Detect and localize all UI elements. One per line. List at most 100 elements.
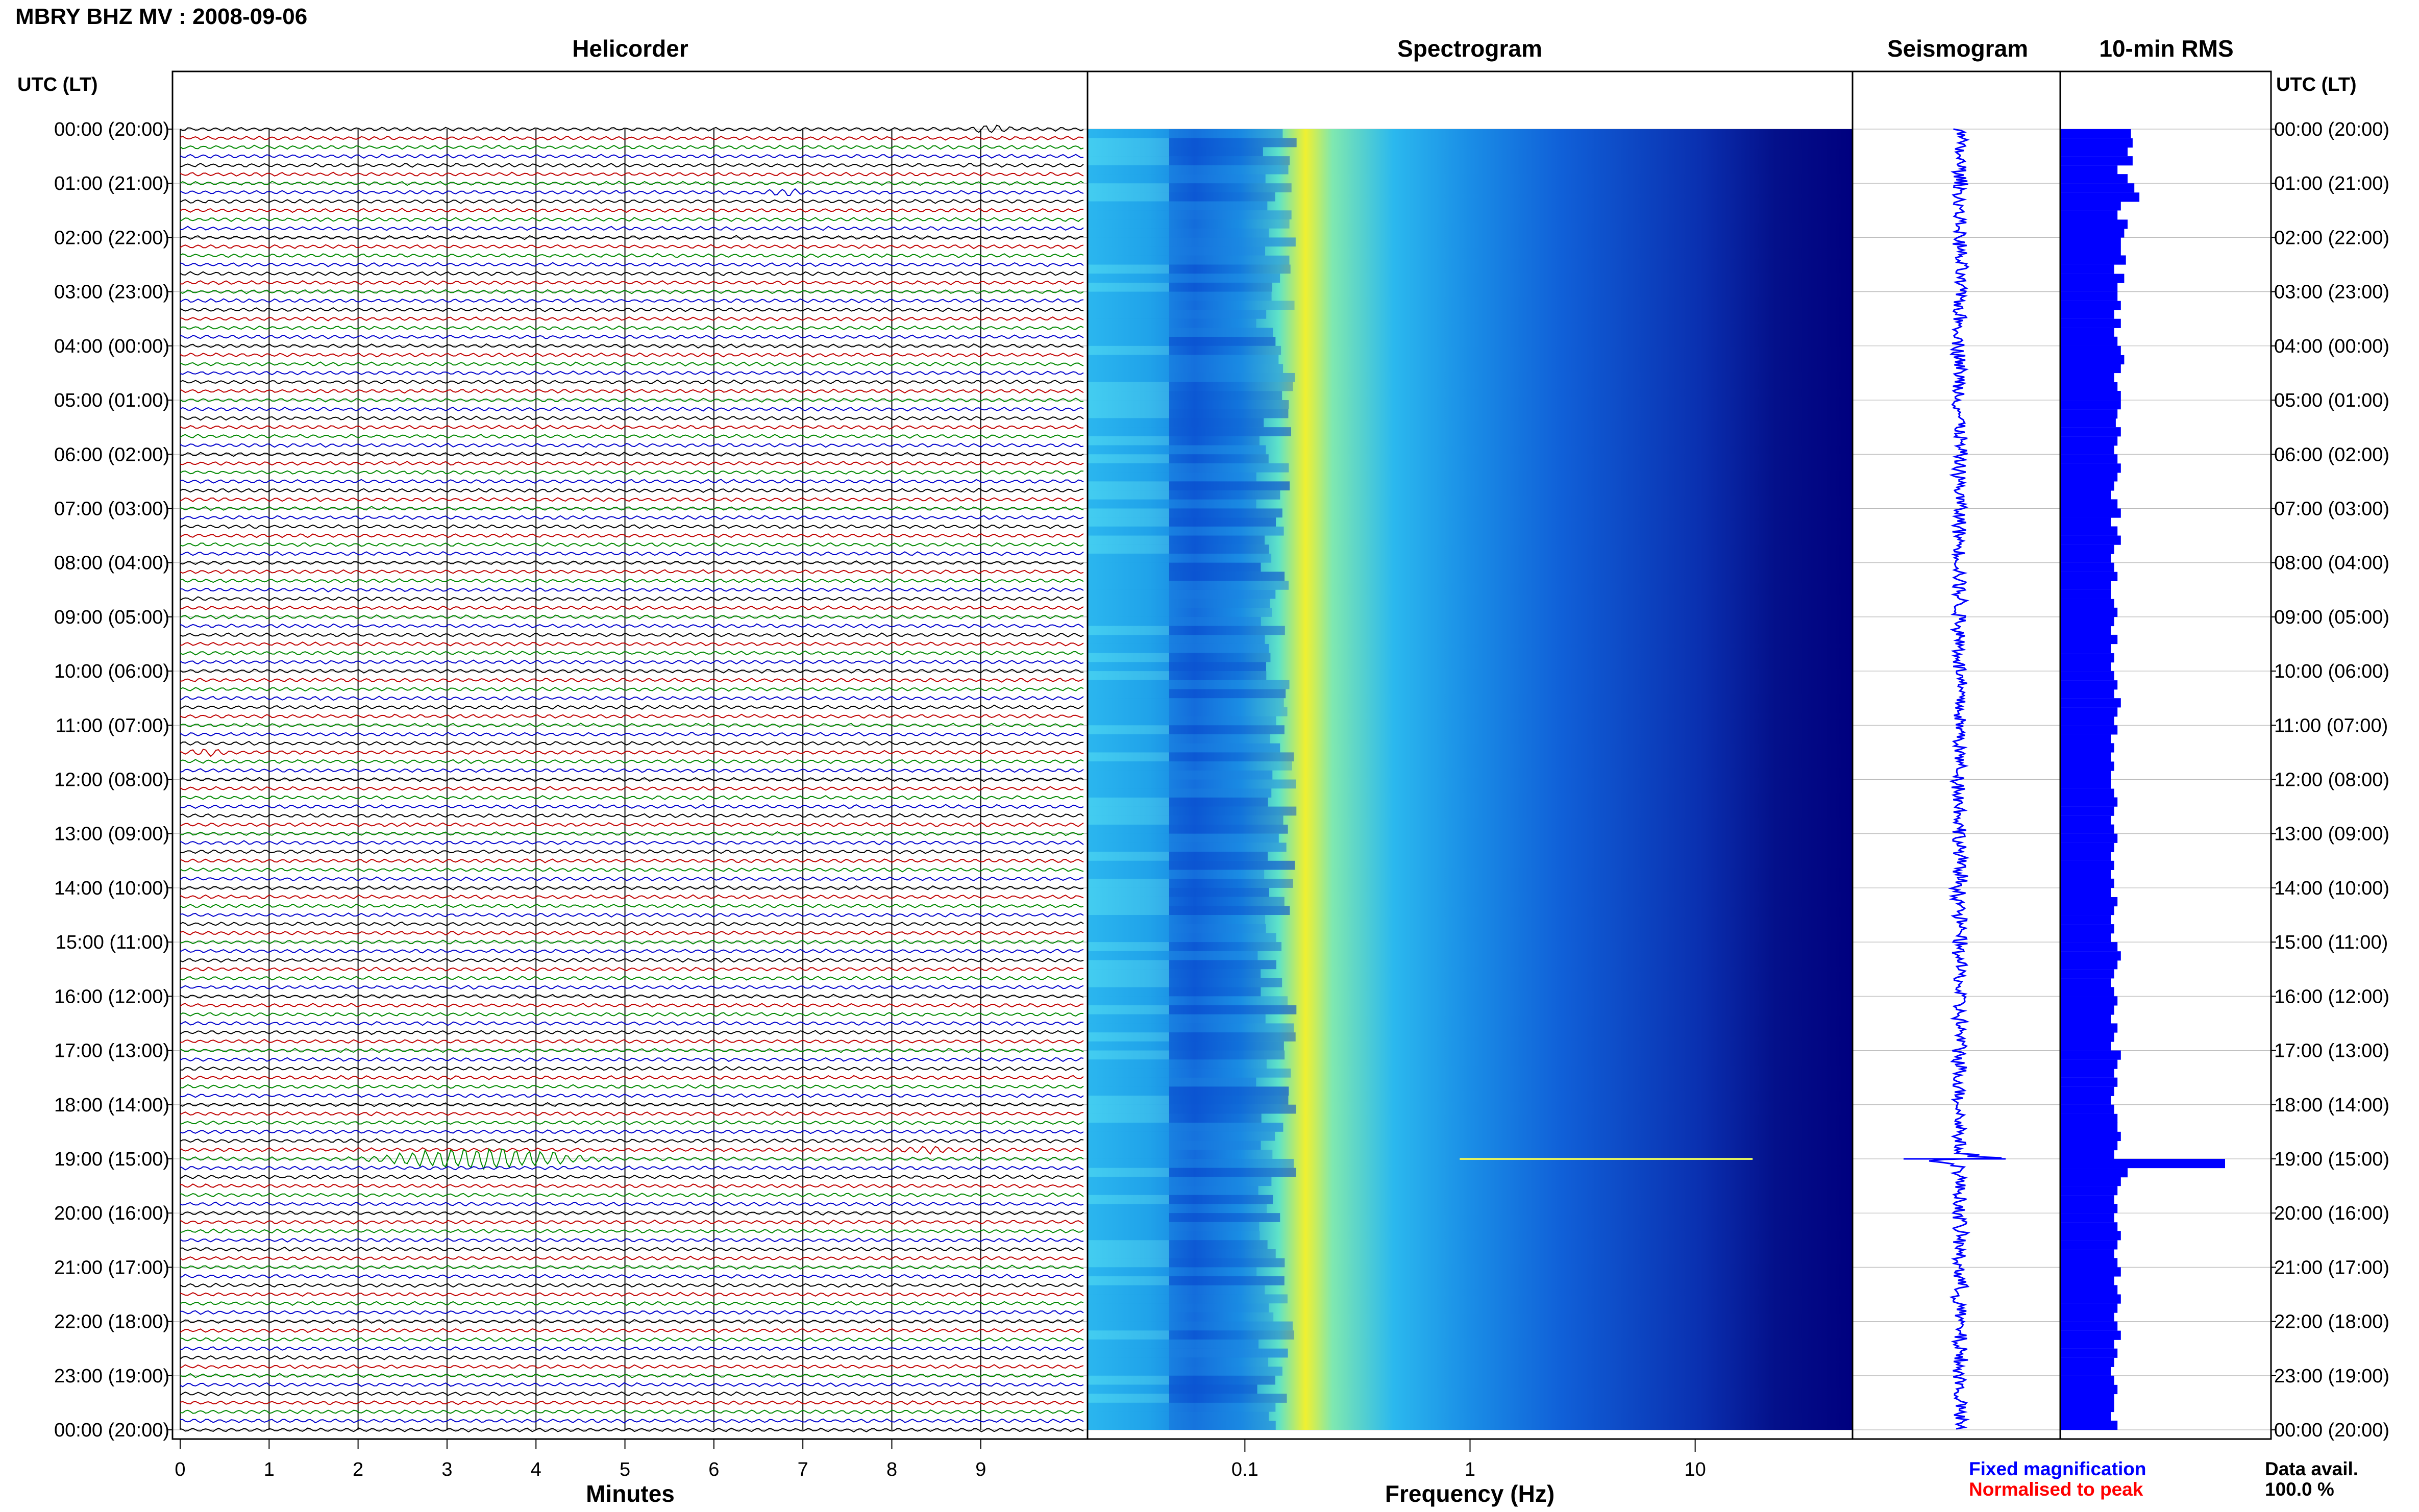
- rms-bar: [2060, 1005, 2114, 1015]
- spectrogram-band: [1088, 364, 1169, 373]
- rms-bar: [2060, 698, 2121, 708]
- helicorder-trace: [180, 334, 1084, 340]
- rms-bar: [2060, 572, 2118, 581]
- spectrogram-band: [1169, 328, 1273, 337]
- helicorder-trace: [180, 406, 1084, 412]
- helicorder-trace: [180, 1219, 1084, 1225]
- helicorder-trace: [180, 316, 1084, 321]
- spectrogram-band: [1169, 210, 1292, 220]
- frequency-tick-label: 1: [1465, 1459, 1475, 1480]
- rms-bar: [2060, 562, 2114, 572]
- rms-bar: [2060, 1348, 2118, 1358]
- helicorder-trace: [180, 361, 1084, 367]
- spectrogram-band: [1169, 1303, 1269, 1312]
- spectrogram-band: [1088, 301, 1169, 310]
- helicorder-trace: [180, 262, 1084, 267]
- rms-bar: [2060, 779, 2111, 789]
- spectrogram-band: [1088, 770, 1169, 780]
- spectrogram-band: [1169, 481, 1290, 491]
- rms-bar: [2060, 716, 2114, 726]
- spectrogram-band: [1169, 1177, 1272, 1186]
- spectrogram-band: [1088, 1231, 1169, 1241]
- spectrogram-band: [1088, 806, 1169, 816]
- time-label-right: 10:00 (06:00): [2274, 661, 2389, 682]
- spectrogram-band: [1169, 933, 1276, 943]
- rms-bar: [2060, 942, 2118, 952]
- helicorder-trace: [180, 894, 1084, 900]
- spectrogram-band: [1169, 282, 1272, 292]
- spectrogram-band: [1088, 1339, 1169, 1349]
- spectrogram-band: [1088, 1321, 1169, 1331]
- rms-title: 10-min RMS: [2099, 35, 2234, 62]
- time-label-right: 19:00 (15:00): [2274, 1149, 2389, 1170]
- helicorder-trace: [180, 849, 1084, 855]
- seismogram-layer: [1904, 128, 2006, 1430]
- spectrogram-band: [1088, 1285, 1169, 1295]
- time-label-right: 07:00 (03:00): [2274, 498, 2389, 519]
- spectrogram-band: [1088, 1059, 1169, 1069]
- helicorder-trace: [180, 804, 1084, 809]
- helicorder-trace: [180, 1427, 1084, 1433]
- time-label-left: 03:00 (23:00): [54, 282, 169, 303]
- helicorder-trace: [180, 759, 1084, 764]
- spectrogram-band: [1088, 409, 1169, 418]
- time-label-right: 05:00 (01:00): [2274, 390, 2389, 411]
- rms-bar: [2060, 734, 2111, 744]
- spectrogram-band: [1169, 924, 1266, 933]
- helicorder-trace: [180, 424, 1084, 430]
- rms-bar: [2060, 1249, 2114, 1259]
- helicorder-trace: [180, 216, 1084, 222]
- spectrogram-band: [1088, 996, 1169, 1006]
- spectrogram-band: [1088, 210, 1169, 220]
- minute-tick-label: 9: [975, 1459, 986, 1480]
- rms-bar: [2060, 345, 2121, 356]
- spectrogram-band: [1169, 1150, 1273, 1159]
- rms-bar: [2060, 616, 2114, 627]
- helicorder-trace: [180, 1012, 1084, 1017]
- spectrogram-band: [1088, 1023, 1169, 1033]
- helicorder-trace: [180, 1201, 1084, 1207]
- time-label-left: 08:00 (04:00): [54, 553, 169, 574]
- spectrogram-band: [1169, 572, 1285, 581]
- spectrogram-band: [1088, 481, 1169, 491]
- spectrogram-band: [1169, 409, 1289, 418]
- frequency-tick-label: 10: [1685, 1459, 1706, 1480]
- minute-tick-label: 6: [708, 1459, 719, 1480]
- spectrogram-band: [1169, 1041, 1284, 1051]
- minute-tick-label: 1: [264, 1459, 275, 1480]
- spectrogram-band: [1169, 526, 1284, 536]
- spectrogram-band: [1088, 183, 1169, 192]
- rms-bar: [2060, 228, 2125, 238]
- time-label-left: 17:00 (13:00): [54, 1040, 169, 1062]
- rms-bar: [2060, 1231, 2121, 1241]
- spectrogram-band: [1169, 1023, 1294, 1033]
- spectrogram-band: [1169, 581, 1289, 590]
- helicorder-trace: [180, 1183, 1084, 1189]
- rms-bar: [2060, 282, 2118, 292]
- rms-bar: [2060, 905, 2114, 915]
- spectrogram-band: [1169, 1158, 1294, 1168]
- spectrogram-band: [1169, 318, 1256, 328]
- helicorder-trace: [180, 713, 1084, 719]
- rms-bar: [2060, 1041, 2111, 1051]
- helicorder-trace: [180, 298, 1084, 304]
- minute-tick-label: 5: [620, 1459, 630, 1480]
- rms-bar: [2060, 671, 2114, 681]
- rms-bar: [2060, 933, 2111, 943]
- helicorder-trace: [180, 1346, 1084, 1351]
- spectrogram-band: [1088, 147, 1169, 157]
- spectrogram-band: [1088, 1222, 1169, 1231]
- minute-tick-label: 4: [531, 1459, 541, 1480]
- spectrogram-band: [1088, 915, 1169, 924]
- rms-bar: [2060, 887, 2111, 898]
- minute-tick-label: 2: [353, 1459, 363, 1480]
- rms-bar: [2060, 580, 2111, 590]
- spectrogram-band: [1088, 472, 1169, 482]
- rms-bar: [2060, 915, 2111, 925]
- spectrogram-band: [1169, 797, 1268, 807]
- spectrogram-band: [1169, 662, 1266, 672]
- spectrogram-band: [1169, 1330, 1294, 1340]
- helicorder-trace: [180, 749, 1084, 757]
- spectrogram-band: [1088, 237, 1169, 247]
- helicorder-trace: [180, 560, 1084, 565]
